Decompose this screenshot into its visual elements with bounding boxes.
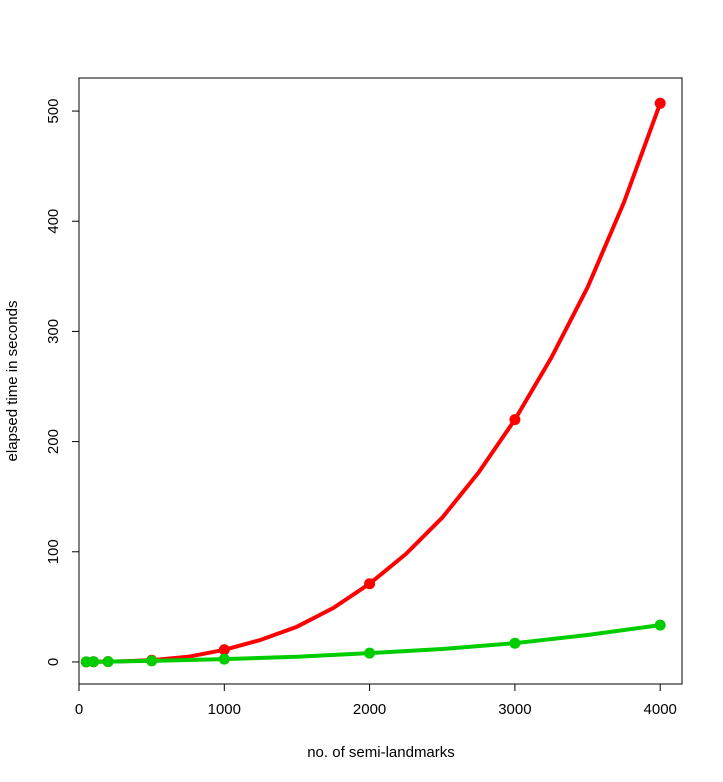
series-1 <box>80 97 666 668</box>
series-1-line <box>84 101 663 664</box>
series-2-point <box>654 619 666 631</box>
series-2-point <box>218 653 230 665</box>
series-2-point <box>146 655 158 667</box>
series-1-point <box>364 578 376 590</box>
x-tick-label: 0 <box>75 701 83 718</box>
x-axis: 0 1000 2000 3000 4000 <box>75 683 677 718</box>
x-axis-title: no. of semi-landmarks <box>307 744 455 761</box>
y-tick-label: 300 <box>45 319 62 344</box>
plot-frame <box>78 77 683 685</box>
series-2-point <box>102 656 114 668</box>
series-2-point <box>364 647 376 659</box>
series-2-line <box>84 623 663 664</box>
y-tick-label: 500 <box>45 99 62 124</box>
y-tick-label: 200 <box>45 429 62 454</box>
series-2-point <box>88 656 99 668</box>
series-layer <box>80 97 666 668</box>
y-tick-label: 100 <box>45 539 62 564</box>
series-2 <box>80 619 666 668</box>
y-tick-label: 0 <box>45 658 62 666</box>
series-1-point <box>509 414 521 426</box>
series-1-point <box>654 97 666 109</box>
x-tick-label: 2000 <box>353 701 386 718</box>
y-tick-label: 400 <box>45 209 62 234</box>
x-tick-label: 4000 <box>644 701 677 718</box>
x-tick-label: 1000 <box>208 701 241 718</box>
series-2-point <box>509 637 521 649</box>
y-axis-title: elapsed time in seconds <box>4 301 21 462</box>
series-1-point <box>218 644 230 656</box>
y-axis: 0 100 200 300 400 500 <box>45 99 80 666</box>
x-tick-label: 3000 <box>498 701 531 718</box>
